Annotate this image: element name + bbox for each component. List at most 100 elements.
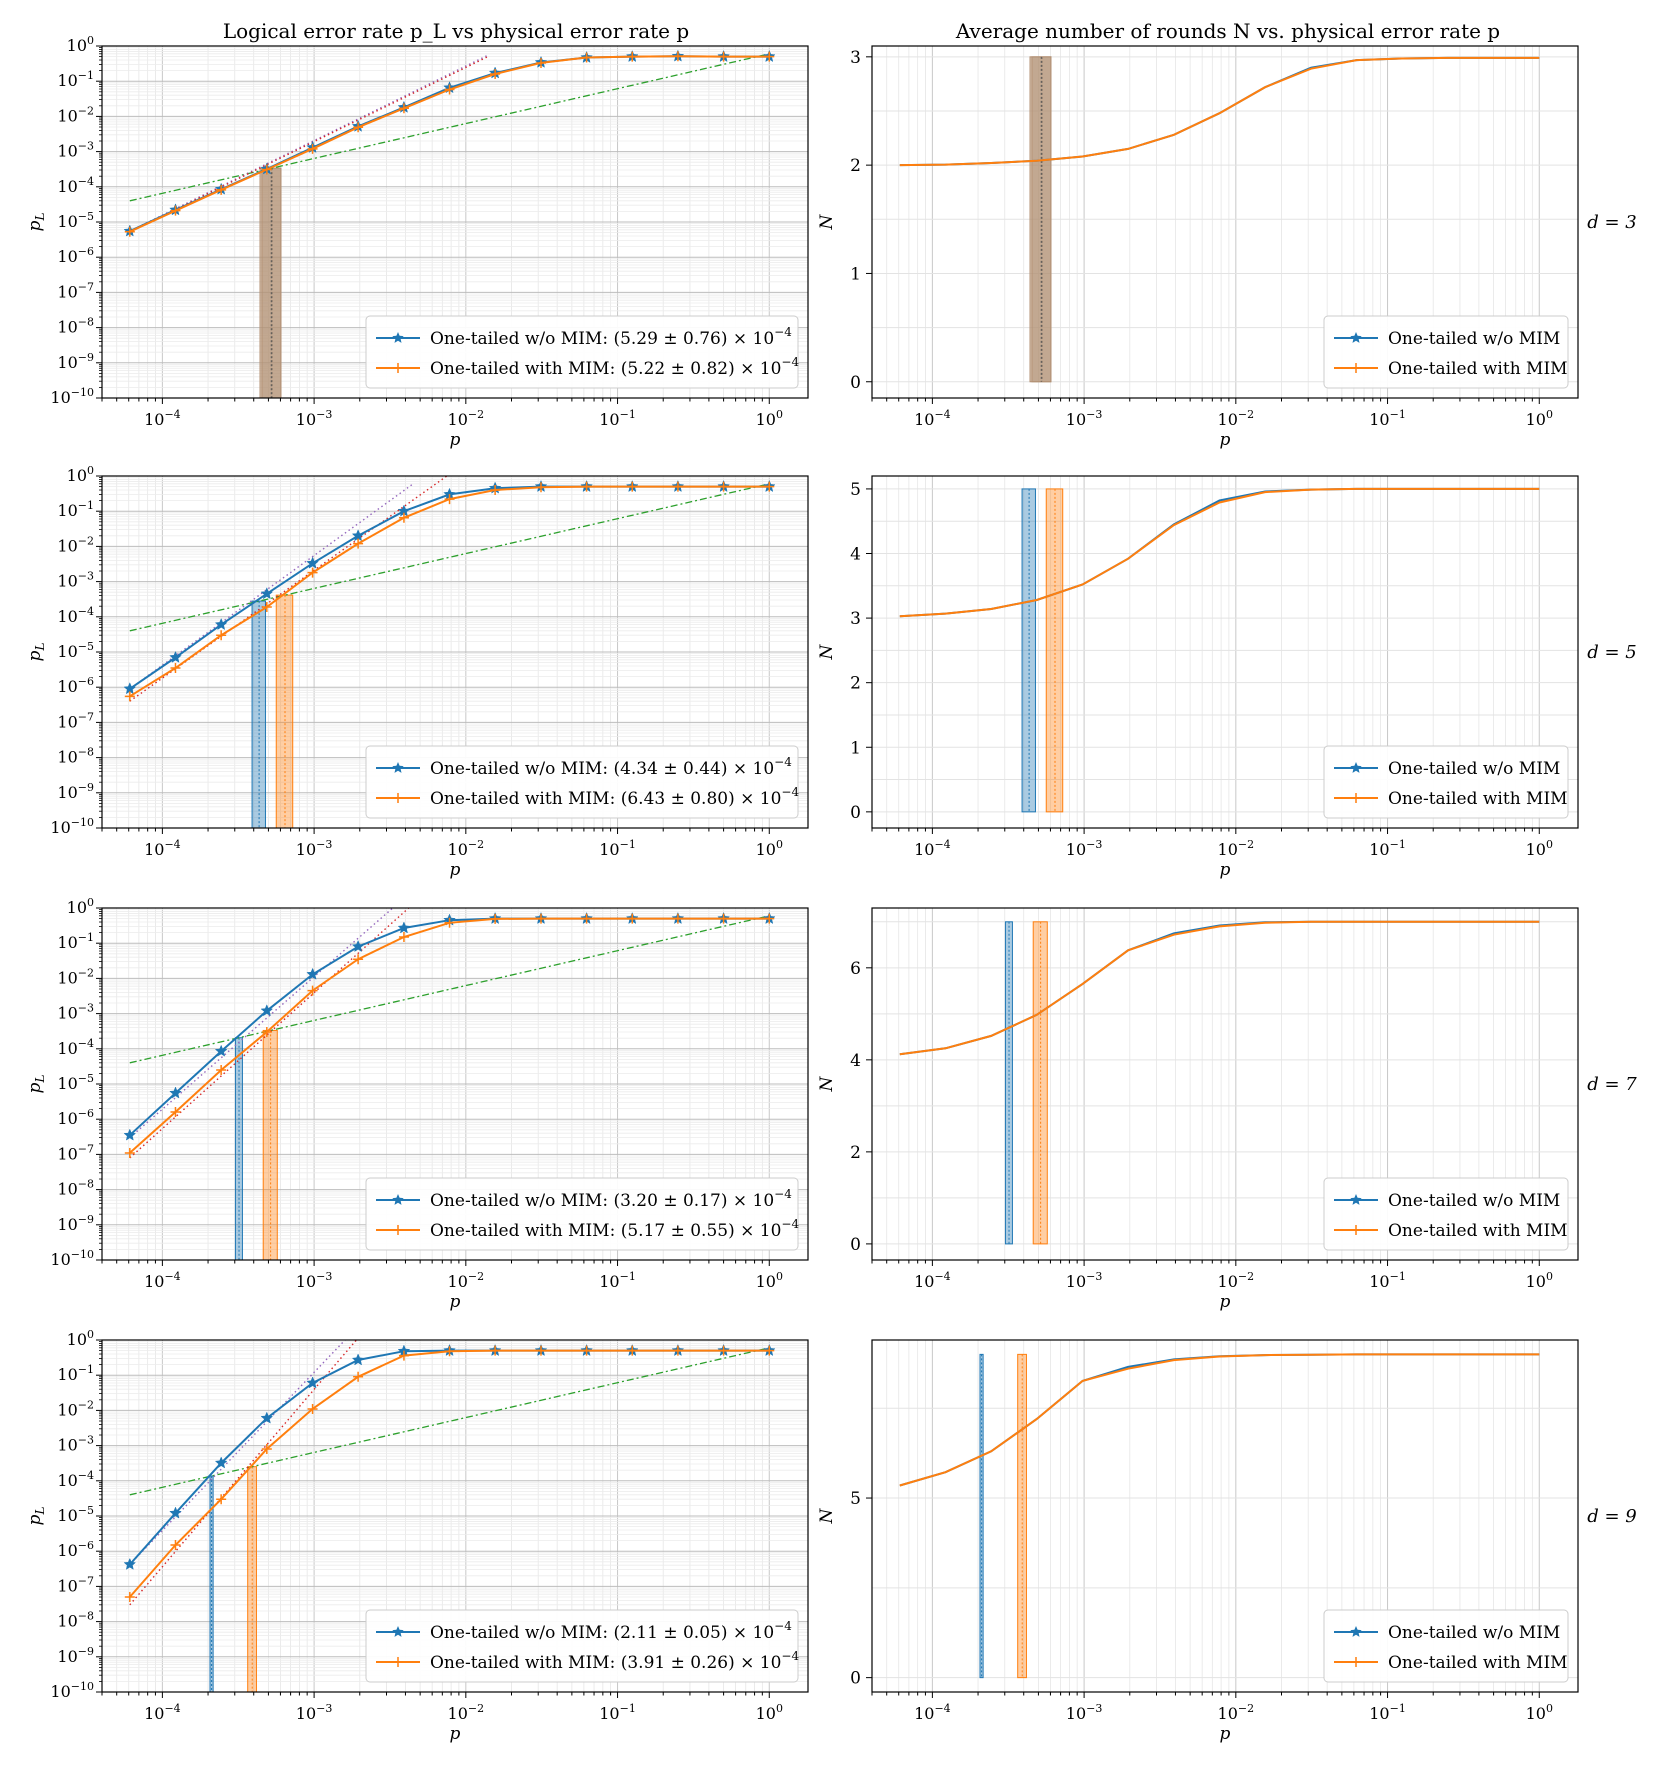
legend-label: One-tailed w/o MIM [1388, 329, 1560, 349]
x-axis: 10−4 10−3 10−2 10−1 100 [871, 398, 1553, 429]
data-point [718, 481, 729, 492]
y-tick-label: 5 [850, 1489, 861, 1509]
y-tick-label: 10−6 [57, 1539, 94, 1560]
y-tick-label: 5 [850, 480, 861, 500]
series-line [899, 56, 1540, 167]
y-tick-label: 10−2 [57, 966, 94, 987]
data-point [490, 485, 501, 496]
data-point [627, 913, 638, 924]
panel-average-rounds-1: 10−4 10−3 10−2 10−1 100 p 0 1 2 3 N d = 3 One-tailed… [817, 45, 1637, 450]
data-point [170, 1107, 181, 1118]
legend: One-tailed w/o MIM: (4.34 ± 0.44) × 10−4… [365, 745, 799, 819]
plot-area [123, 476, 776, 828]
legend-marker [1351, 793, 1361, 803]
y-tick-label: 10−10 [50, 386, 94, 407]
threshold-band [262, 1029, 278, 1260]
data-point [536, 57, 547, 68]
legend-label: One-tailed with MIM [1388, 789, 1568, 809]
x-tick-label: 10−4 [914, 838, 951, 859]
data-point [353, 538, 364, 549]
y-tick-label: 10−5 [57, 640, 94, 661]
legend-box [1323, 745, 1569, 819]
panel-logical-error-rate-1: 10−4 10−3 10−2 10−1 100p10−1010−910−810−710−… [25, 34, 809, 450]
x-tick-label: 10−4 [144, 1270, 181, 1291]
legend-label: One-tailed w/o MIM [1388, 759, 1560, 779]
legend-marker [392, 1626, 404, 1637]
legend-label: One-tailed with MIM: (6.43 ± 0.80) × 10−… [430, 785, 799, 809]
data-point [307, 143, 318, 154]
data-point [216, 630, 227, 641]
left-column-title: Logical error rate p_L vs physical error… [223, 19, 689, 43]
y-tick-label: 10−4 [57, 175, 94, 196]
x-tick-label: 10−3 [1066, 838, 1103, 859]
y-axis-label: N [817, 213, 837, 230]
x-tick-label: 10−1 [599, 1702, 636, 1723]
legend-marker [1350, 1626, 1362, 1637]
y-tick-label: 2 [850, 156, 861, 176]
fit-line [129, 55, 489, 233]
data-point [672, 913, 683, 924]
plot-area [899, 56, 1540, 383]
x-tick-label: 10−2 [448, 838, 485, 859]
data-point [260, 1411, 274, 1424]
data-point [123, 1557, 137, 1570]
x-tick-label: 10−3 [296, 838, 333, 859]
legend-box [1323, 1177, 1569, 1251]
x-tick-label: 100 [1526, 408, 1553, 429]
data-point [261, 1027, 272, 1038]
data-point [307, 985, 318, 996]
y-axis: 05 [850, 1489, 872, 1689]
data-point [398, 932, 409, 943]
data-point [307, 567, 318, 578]
legend: One-tailed w/o MIM One-tailed with MIM [1323, 1609, 1569, 1683]
y-tick-label: 10−3 [57, 140, 94, 161]
x-axis-label: p [450, 1724, 461, 1744]
y-tick-label: 1 [850, 264, 861, 284]
data-point [306, 556, 319, 569]
y-tick-label: 0 [850, 1235, 861, 1255]
plot-frame [871, 907, 1579, 1261]
legend-marker [1350, 1194, 1362, 1205]
threshold-band [259, 167, 282, 398]
x-axis: 10−4 10−3 10−2 10−1 100 [101, 398, 783, 429]
legend-box [365, 1609, 799, 1683]
y-tick-label: 10−5 [57, 210, 94, 231]
panel-logical-error-rate-3: 10−4 10−3 10−2 10−1 100p10−1010−910−810−710−… [25, 896, 809, 1312]
series-line [899, 1353, 1540, 1487]
data-point [170, 1540, 181, 1550]
data-point [398, 512, 409, 523]
y-tick-label: 10−7 [57, 1142, 94, 1163]
plot-area [899, 487, 1540, 813]
data-point [353, 954, 364, 965]
data-point [398, 1350, 409, 1361]
x-tick-label: 10−1 [1369, 838, 1406, 859]
legend-marker [393, 1657, 403, 1667]
y-tick-label: 10−9 [57, 781, 94, 802]
legend-label: One-tailed with MIM: (5.22 ± 0.82) × 10−… [430, 355, 799, 379]
y-tick-label: 4 [850, 545, 861, 565]
y-tick-label: 0 [850, 803, 861, 823]
data-point [261, 164, 272, 175]
data-point [124, 691, 135, 702]
panels: 10−4 10−3 10−2 10−1 100p10−1010−910−810−710−… [25, 34, 1637, 1744]
x-axis-label: p [1220, 860, 1231, 880]
legend-marker [393, 793, 403, 803]
legend-label: One-tailed with MIM [1388, 1653, 1568, 1673]
y-axis: 10−10 10−9 10−8 10−7 10−6 10−5 10−4 10−3 10−2 10−… [50, 1328, 102, 1701]
y-tick-label: 10−6 [57, 245, 94, 266]
x-tick-label: 10−3 [1066, 1270, 1103, 1291]
data-point [764, 1345, 775, 1356]
x-tick-label: 100 [756, 838, 783, 859]
panel-average-rounds-3: 10−4 10−3 10−2 10−1 100 p 0 2 4 6 N d = 7 One-tailed… [817, 907, 1637, 1312]
x-tick-label: 100 [1526, 1702, 1553, 1723]
y-tick-label: 4 [850, 1051, 861, 1071]
x-tick-label: 10−2 [448, 1702, 485, 1723]
y-tick-label: 10−2 [57, 1398, 94, 1419]
x-tick-label: 10−1 [599, 1270, 636, 1291]
data-point [490, 1345, 501, 1356]
x-axis-label: p [1220, 1292, 1231, 1312]
data-point [351, 529, 365, 542]
threshold-band [275, 594, 294, 828]
